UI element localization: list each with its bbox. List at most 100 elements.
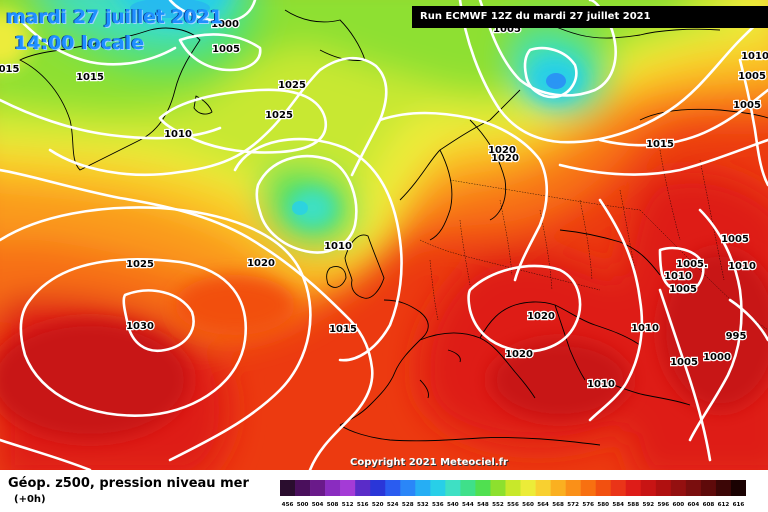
color-scale-label: 508 [327,502,339,508]
color-scale-swatch [535,480,551,496]
isobar-1010-low [255,154,358,254]
color-scale-label: 564 [537,502,549,508]
color-scale-swatch [385,480,401,496]
isobar-label: 1030 [126,321,154,332]
model-run-banner: Run ECMWF 12Z du mardi 27 juillet 2021 [412,6,768,28]
isobar-1030 [122,289,195,353]
isobar-995 [728,298,768,342]
color-scale-swatch [580,480,596,496]
color-scale-label: 600 [673,502,685,508]
isobar-label: 1020 [488,145,516,156]
color-scale-legend: 456 500 504 508 512 516 520 524 528 532 536 540 544 5… [280,480,746,508]
color-scale-swatch [640,480,657,496]
color-scale-label: 576 [582,502,594,508]
color-scale-label: 616 [733,502,745,508]
isobar-label-layer: 1000 1005 015 1015 1025 1025 1010 1005 1010 1005 1… [0,18,768,392]
isobar-label: 1010 [664,271,692,282]
isobar-label: 995 [726,331,747,342]
isobar-label: 1025 [265,110,293,121]
color-scale-swatch [565,480,581,496]
color-scale-swatch [355,480,371,496]
color-scale-swatch [370,480,386,496]
copyright-notice: Copyright 2021 Meteociel.fr [350,457,508,468]
color-scale-label: 528 [402,502,414,508]
isobar-label: 1010 [728,261,756,272]
isobar-label: 1025 [126,259,154,270]
isobar-1015-mid [233,137,403,362]
color-scale-swatch [400,480,416,496]
isobar-label: 1010 [631,323,659,334]
isobar-label: 1010 [741,51,768,62]
color-scale-label: 604 [688,502,700,508]
color-scale-swatch [460,480,476,496]
isobar-1005-caspian [658,246,705,294]
isobar-1010-east [458,0,768,144]
isobar-1020-balkan [467,264,582,353]
isobar-1010-west [18,18,177,66]
color-scale-swatch [730,480,746,496]
color-scale-swatch [340,480,356,496]
isobar-1020 [0,206,312,470]
isobar-label: 1020 [527,311,555,322]
color-scale-label: 504 [312,502,324,508]
field-title: Géop. z500, pression niveau mer [8,476,249,491]
coastlines [19,9,768,446]
isobar-1005-far-east [688,208,743,442]
isobar-label: 1020 [247,258,275,269]
color-scale-swatch [505,480,521,496]
color-scale-label: 572 [567,502,579,508]
isobar-1000-far-east [658,288,712,462]
color-scale-label: 544 [462,502,474,508]
color-scale-label: 532 [417,502,429,508]
color-scale-swatch [310,480,326,496]
z500-color-field [0,0,768,470]
isobar-label: 1005 [721,234,749,245]
color-scale-swatch [430,480,446,496]
color-scale-swatch [625,480,642,496]
isobar-1010-turkey [588,198,644,422]
color-scale-label: 612 [718,502,730,508]
isobar-label: 1015 [646,139,674,150]
color-scale-label: 568 [552,502,564,508]
color-scale-swatch [550,480,566,496]
lead-time: (+0h) [14,494,46,505]
geopotential-pressure-map: 1000 1005 015 1015 1025 1025 1010 1005 1010 1005 1… [0,0,768,470]
color-scale-label: 584 [612,502,624,508]
color-scale-label: 520 [372,502,384,508]
color-scale-label: 552 [492,502,504,508]
color-scale-label: 608 [703,502,715,508]
color-scale-label: 560 [522,502,534,508]
forecast-time: 14:00 locale [14,32,145,54]
color-scale-swatch [280,480,296,496]
isobar-label: 1020 [491,153,519,164]
isobar-label: 1005 [738,71,766,82]
color-scale-label: 540 [447,502,459,508]
isobar-1020-north [48,56,388,177]
color-scale-label: 556 [507,502,519,508]
isobar-label: 1000 [211,19,239,30]
color-scale-label: 592 [642,502,654,508]
isobar-1025 [19,258,248,417]
isobar-1015-east [558,138,768,176]
isobar-1015-south [0,168,374,470]
isobar-1000 [168,0,257,24]
color-scale-label: 524 [387,502,399,508]
isobar-1005-west [178,33,262,72]
color-scale-swatch [295,480,311,496]
isobar-label: 1015 [329,324,357,335]
color-scale-swatch [715,480,732,496]
color-scale-swatch [610,480,627,496]
color-scale-label: 456 [282,502,294,508]
color-scale-label: 596 [657,502,669,508]
color-scale-label: 548 [477,502,489,508]
isobar-label: 1010 [324,241,352,252]
color-scale-swatch [490,480,506,496]
isobar-label: 1005 [212,44,240,55]
isobar-1015-west [0,98,222,140]
isobars [0,0,768,470]
isobar-label: 1005 [669,284,697,295]
color-scale-label: 512 [342,502,354,508]
color-scale-swatch [475,480,491,496]
isobar-label: 015 [0,64,19,75]
isobar-label: 1015 [76,72,104,83]
